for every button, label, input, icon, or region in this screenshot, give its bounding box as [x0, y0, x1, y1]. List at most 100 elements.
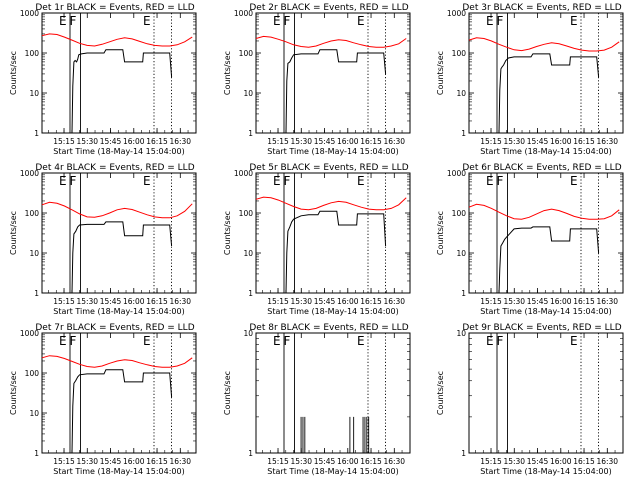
- panel-title: Det 2r BLACK = Events, RED = LLD: [249, 3, 408, 13]
- y-tick-label: 1000: [20, 169, 39, 178]
- flag-label: F: [284, 14, 291, 28]
- events-series: [285, 49, 387, 134]
- x-tick-label: 15:45: [314, 137, 336, 146]
- x-tick-label: 15:45: [314, 297, 336, 306]
- y-tick-label: 1000: [447, 9, 466, 18]
- x-tick-label: 16:15: [146, 457, 168, 466]
- events-series: [71, 221, 173, 294]
- x-tick-label: 15:45: [527, 297, 549, 306]
- panel-title: Det 8r BLACK = Events, RED = LLD: [249, 323, 408, 333]
- x-tick-label: 15:30: [503, 137, 525, 146]
- lld-series: [41, 355, 193, 368]
- y-tick-label: 1: [248, 129, 253, 138]
- x-tick-label: 15:15: [480, 137, 502, 146]
- events-series: [498, 226, 600, 294]
- panel-8: Det 8r BLACK = Events, RED = LLD 1 10 Count…: [223, 323, 411, 476]
- plot-frame: [41, 172, 197, 294]
- x-axis-label: Start Time (18-May-14 15:04:00): [53, 307, 184, 316]
- plot-frame: [468, 172, 624, 294]
- y-tick-label: 1000: [447, 169, 466, 178]
- panel-title: Det 9r BLACK = Events, RED = LLD: [462, 323, 621, 333]
- x-tick-label: 15:30: [290, 297, 312, 306]
- x-axis-label: Start Time (18-May-14 15:04:00): [267, 467, 398, 476]
- x-tick-label: 16:15: [360, 297, 382, 306]
- flag-label: E: [570, 174, 578, 188]
- y-tick-label: 10: [243, 329, 253, 338]
- x-tick-label: 15:30: [503, 297, 525, 306]
- flag-label: E: [486, 334, 494, 348]
- flag-label: E: [273, 334, 281, 348]
- y-tick-label: 1: [461, 449, 466, 458]
- y-tick-label: 1: [34, 449, 39, 458]
- lld-series: [255, 35, 407, 48]
- x-axis-label: Start Time (18-May-14 15:04:00): [267, 147, 398, 156]
- y-tick-label: 100: [452, 49, 467, 58]
- flag-label: E: [143, 174, 151, 188]
- x-tick-label: 15:15: [53, 457, 75, 466]
- x-tick-label: 15:15: [267, 137, 289, 146]
- panel-title: Det 7r BLACK = Events, RED = LLD: [35, 323, 194, 333]
- events-series: [285, 210, 387, 294]
- y-tick-label: 10: [29, 89, 39, 98]
- y-tick-label: 100: [239, 209, 254, 218]
- y-axis-label: Counts/sec: [223, 51, 232, 95]
- flag-label: E: [143, 334, 151, 348]
- y-axis-label: Counts/sec: [436, 211, 445, 255]
- flag-label: F: [497, 14, 504, 28]
- x-tick-label: 15:15: [53, 297, 75, 306]
- x-tick-label: 16:30: [383, 297, 405, 306]
- x-tick-label: 16:30: [596, 137, 618, 146]
- x-tick-label: 15:30: [76, 457, 98, 466]
- x-tick-label: 15:15: [480, 297, 502, 306]
- flag-label: E: [273, 174, 281, 188]
- flag-label: E: [357, 174, 365, 188]
- x-tick-label: 16:15: [360, 137, 382, 146]
- flag-label: E: [59, 174, 67, 188]
- flag-label: E: [570, 334, 578, 348]
- x-tick-label: 16:30: [596, 297, 618, 306]
- flag-label: F: [497, 334, 504, 348]
- y-axis-label: Counts/sec: [9, 371, 18, 415]
- y-axis-label: Counts/sec: [9, 211, 18, 255]
- x-tick-label: 16:30: [383, 457, 405, 466]
- x-tick-label: 16:15: [573, 297, 595, 306]
- panel-title: Det 3r BLACK = Events, RED = LLD: [462, 3, 621, 13]
- y-tick-label: 100: [25, 209, 40, 218]
- x-tick-label: 16:30: [169, 297, 191, 306]
- flag-label: E: [570, 14, 578, 28]
- x-axis-label: Start Time (18-May-14 15:04:00): [480, 147, 611, 156]
- plot-frame: [41, 12, 197, 134]
- x-tick-label: 15:45: [100, 457, 122, 466]
- x-tick-label: 15:45: [527, 137, 549, 146]
- lld-series: [41, 33, 193, 47]
- lld-series: [468, 37, 620, 52]
- plot-frame: [468, 332, 624, 454]
- panel-6: Det 6r BLACK = Events, RED = LLD 1 10 100 10…: [436, 163, 624, 316]
- panel-grid: Det 1r BLACK = Events, RED = LLD 1 10 100 10…: [9, 3, 624, 476]
- x-tick-label: 16:00: [550, 137, 572, 146]
- y-axis-label: Counts/sec: [436, 371, 445, 415]
- y-tick-label: 1000: [234, 169, 253, 178]
- x-tick-label: 16:00: [123, 297, 145, 306]
- x-tick-label: 16:00: [337, 137, 359, 146]
- x-tick-label: 16:15: [573, 457, 595, 466]
- x-tick-label: 16:15: [573, 137, 595, 146]
- x-tick-label: 15:30: [290, 457, 312, 466]
- x-tick-label: 15:15: [480, 457, 502, 466]
- y-tick-label: 1: [248, 449, 253, 458]
- plot-frame: [468, 12, 624, 134]
- y-tick-label: 1000: [234, 9, 253, 18]
- flag-label: F: [70, 14, 77, 28]
- y-axis-label: Counts/sec: [9, 51, 18, 95]
- panel-title: Det 4r BLACK = Events, RED = LLD: [35, 163, 194, 173]
- x-tick-label: 15:45: [527, 457, 549, 466]
- x-tick-label: 16:00: [123, 137, 145, 146]
- flag-label: F: [284, 334, 291, 348]
- events-series: [71, 49, 173, 134]
- y-tick-label: 1: [461, 289, 466, 298]
- panel-title: Det 6r BLACK = Events, RED = LLD: [462, 163, 621, 173]
- flag-label: F: [70, 174, 77, 188]
- plot-frame: [41, 332, 197, 454]
